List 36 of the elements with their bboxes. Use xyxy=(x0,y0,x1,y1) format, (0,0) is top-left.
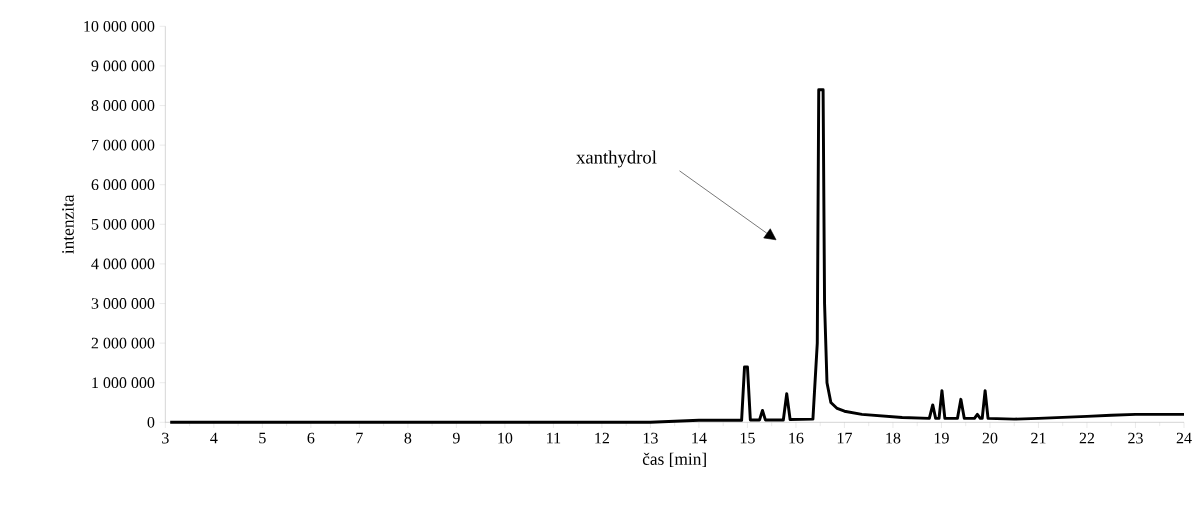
y-tick-label: 7 000 000 xyxy=(91,139,155,151)
x-tick-label: 3 xyxy=(162,432,169,444)
x-tick-label: 5 xyxy=(259,432,266,444)
x-tick-label: 16 xyxy=(789,432,804,444)
x-tick-label: 20 xyxy=(982,432,998,444)
y-tick-label: 3 000 000 xyxy=(91,298,155,309)
y-tick-label: 6 000 000 xyxy=(91,179,155,191)
x-tick-label: 6 xyxy=(307,432,315,444)
x-axis-title: čas [min] xyxy=(642,452,706,468)
x-tick-label: 13 xyxy=(643,432,658,444)
x-tick-label: 4 xyxy=(210,432,218,444)
y-tick-label: 10 000 000 xyxy=(84,20,155,32)
x-tick-label: 12 xyxy=(595,432,610,444)
y-tick-label: 9 000 000 xyxy=(91,60,155,72)
y-tick-label: 0 xyxy=(147,416,155,428)
x-tick-label: 23 xyxy=(1128,432,1143,444)
y-tick-label: 2 000 000 xyxy=(91,337,155,349)
annotation: xanthydrol xyxy=(576,150,657,168)
x-tick-label: 11 xyxy=(547,432,561,444)
x-tick-label: 10 xyxy=(498,432,513,444)
x-tick-label: 8 xyxy=(404,432,412,444)
x-tick-label: 18 xyxy=(886,432,901,444)
x-tick-label: 24 xyxy=(1176,432,1192,444)
x-tick-label: 7 xyxy=(356,432,363,444)
y-tick-label: 1 000 000 xyxy=(92,377,155,389)
y-tick-label: 4 000 000 xyxy=(91,258,155,270)
y-tick-label: 5 000 000 xyxy=(91,218,155,230)
x-tick-label: 21 xyxy=(1031,432,1046,444)
x-tick-label: 15 xyxy=(740,432,755,444)
y-axis-title: intenzita xyxy=(62,194,74,254)
x-tick-label: 22 xyxy=(1079,432,1095,444)
y-tick-label: 8 000 000 xyxy=(91,100,155,111)
x-tick-label: 17 xyxy=(837,432,852,444)
x-tick-label: 19 xyxy=(934,432,949,444)
x-tick-label: 9 xyxy=(452,432,460,444)
x-tick-label: 14 xyxy=(692,432,707,444)
